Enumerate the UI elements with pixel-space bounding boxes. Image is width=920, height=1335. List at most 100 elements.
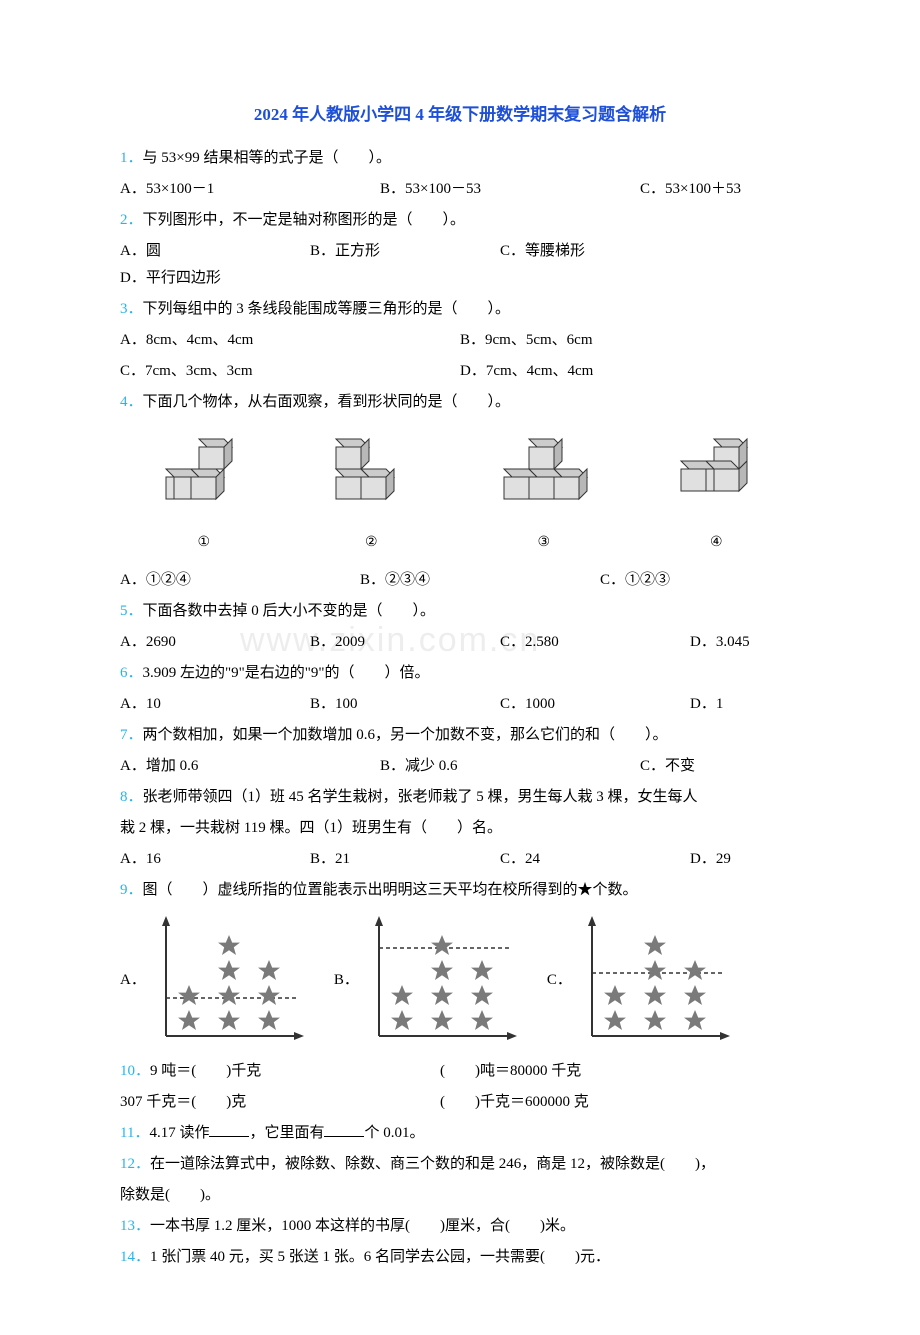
cube-icon	[321, 434, 421, 514]
opt-c: C．不变	[640, 753, 695, 780]
opt-b: B．21	[310, 846, 460, 873]
opt-label: C．	[547, 967, 572, 994]
q1-options: A．53×100－1 B．53×100－53 C．53×100＋53	[120, 176, 800, 203]
opt-a: A．增加 0.6	[120, 753, 340, 780]
q10-p1a: 9 吨＝( )千克	[150, 1058, 440, 1085]
cube-1: ①	[154, 434, 254, 555]
qtext: 下列图形中，不一定是轴对称图形的是（ ）。	[143, 212, 466, 228]
question-13: 13．一本书厚 1.2 厘米，1000 本这样的书厚( )厘米，合( )米。	[120, 1213, 800, 1240]
question-6: 6．3.909 左边的"9"是右边的"9"的（ ）倍。	[120, 660, 800, 687]
opt-label: B．	[334, 967, 359, 994]
opt-d: D．3.045	[690, 629, 750, 656]
opt-a: A．10	[120, 691, 270, 718]
cube-figures: ① ②	[120, 434, 800, 555]
qnum: 11．	[120, 1125, 149, 1141]
opt-b: B．2009	[310, 629, 460, 656]
opt-a: A．①②④	[120, 567, 320, 594]
opt-d: D．平行四边形	[120, 265, 221, 292]
qtext: 3.909 左边的"9"是右边的"9"的（ ）倍。	[143, 665, 430, 681]
cube-icon	[666, 434, 766, 514]
q10-p2a: 307 千克＝( )克	[120, 1089, 440, 1116]
qnum: 4．	[120, 394, 143, 410]
question-10: 10．9 吨＝( )千克( )吨＝80000 千克	[120, 1058, 800, 1085]
opt-b: B．9cm、5cm、6cm	[460, 327, 800, 354]
star-chart-icon	[154, 916, 304, 1046]
qnum: 12．	[120, 1156, 150, 1172]
opt-d: D．29	[690, 846, 731, 873]
qtext: 张老师带领四（1）班 45 名学生栽树，张老师栽了 5 棵，男生每人栽 3 棵，…	[143, 789, 698, 805]
opt-b: B．②③④	[360, 567, 560, 594]
cube-4: ④	[666, 434, 766, 555]
question-11: 11．4.17 读作，它里面有个 0.01。	[120, 1120, 800, 1147]
qnum: 7．	[120, 727, 143, 743]
cube-label: ①	[154, 530, 254, 555]
question-4: 4．下面几个物体，从右面观察，看到形状同的是（ ）。	[120, 389, 800, 416]
question-1: 1．与 53×99 结果相等的式子是（ ）。	[120, 145, 800, 172]
qtext: 下列每组中的 3 条线段能围成等腰三角形的是（ ）。	[143, 301, 511, 317]
opt-c: C．1000	[500, 691, 650, 718]
q7-options: A．增加 0.6 B．减少 0.6 C．不变	[120, 753, 800, 780]
qtext: 下面几个物体，从右面观察，看到形状同的是（ ）。	[143, 394, 511, 410]
opt-d: D．1	[690, 691, 723, 718]
cube-2: ②	[321, 434, 421, 555]
question-9: 9．图（ ）虚线所指的位置能表示出明明这三天平均在校所得到的★个数。	[120, 877, 800, 904]
star-opt-c: C．	[547, 916, 730, 1046]
qnum: 5．	[120, 603, 143, 619]
opt-label: A．	[120, 967, 146, 994]
qnum: 14．	[120, 1249, 150, 1265]
opt-b: B．正方形	[310, 238, 460, 265]
q10-p1b: ( )吨＝80000 千克	[440, 1063, 581, 1079]
q3-options-2: C．7cm、3cm、3cm D．7cm、4cm、4cm	[120, 358, 800, 385]
q4-options: A．①②④ B．②③④ C．①②③	[120, 567, 800, 594]
page-title: 2024 年人教版小学四 4 年级下册数学期末复习题含解析	[120, 100, 800, 131]
qnum: 9．	[120, 882, 143, 898]
opt-c: C．①②③	[600, 567, 670, 594]
q5-options: A．2690 B．2009 C．2.580 D．3.045	[120, 629, 800, 656]
question-10-line2: 307 千克＝( )克( )千克＝600000 克	[120, 1089, 800, 1116]
cube-label: ③	[489, 530, 599, 555]
qtext: 4.17 读作，它里面有个 0.01。	[149, 1125, 424, 1141]
star-opt-a: A．	[120, 916, 304, 1046]
opt-c: C．24	[500, 846, 650, 873]
q6-options: A．10 B．100 C．1000 D．1	[120, 691, 800, 718]
q8-options: A．16 B．21 C．24 D．29	[120, 846, 800, 873]
q10-p2b: ( )千克＝600000 克	[440, 1094, 589, 1110]
question-7: 7．两个数相加，如果一个加数增加 0.6，另一个加数不变，那么它们的和（ ）。	[120, 722, 800, 749]
qnum: 10．	[120, 1063, 150, 1079]
question-8: 8．张老师带领四（1）班 45 名学生栽树，张老师栽了 5 棵，男生每人栽 3 …	[120, 784, 800, 811]
question-2: 2．下列图形中，不一定是轴对称图形的是（ ）。	[120, 207, 800, 234]
opt-a: A．53×100－1	[120, 176, 340, 203]
opt-a: A．16	[120, 846, 270, 873]
opt-b: B．减少 0.6	[380, 753, 600, 780]
opt-c: C．53×100＋53	[640, 176, 741, 203]
opt-b: B．100	[310, 691, 460, 718]
q2-options: A．圆 B．正方形 C．等腰梯形 D．平行四边形	[120, 238, 800, 292]
star-opt-b: B．	[334, 916, 517, 1046]
qtext: 图（ ）虚线所指的位置能表示出明明这三天平均在校所得到的★个数。	[143, 882, 638, 898]
qtext: 在一道除法算式中，被除数、除数、商三个数的和是 246，商是 12，被除数是( …	[150, 1156, 715, 1172]
qnum: 1．	[120, 150, 143, 166]
star-chart-icon	[580, 916, 730, 1046]
opt-c: C．等腰梯形	[500, 238, 650, 265]
star-charts: A． B．	[120, 916, 800, 1046]
opt-d: D．7cm、4cm、4cm	[460, 358, 800, 385]
qtext: 两个数相加，如果一个加数增加 0.6，另一个加数不变，那么它们的和（ ）。	[143, 727, 668, 743]
qtext: 下面各数中去掉 0 后大小不变的是（ ）。	[143, 603, 436, 619]
qnum: 6．	[120, 665, 143, 681]
question-12-line2: 除数是( )。	[120, 1182, 800, 1209]
q3-options: A．8cm、4cm、4cm B．9cm、5cm、6cm	[120, 327, 800, 354]
qtext: 一本书厚 1.2 厘米，1000 本这样的书厚( )厘米，合( )米。	[150, 1218, 575, 1234]
opt-b: B．53×100－53	[380, 176, 600, 203]
qnum: 8．	[120, 789, 143, 805]
qnum: 3．	[120, 301, 143, 317]
cube-3: ③	[489, 434, 599, 555]
opt-c: C．2.580	[500, 629, 650, 656]
question-3: 3．下列每组中的 3 条线段能围成等腰三角形的是（ ）。	[120, 296, 800, 323]
qtext: 1 张门票 40 元，买 5 张送 1 张。6 名同学去公园，一共需要( )元．	[150, 1249, 610, 1265]
cube-label: ④	[666, 530, 766, 555]
question-5: 5．下面各数中去掉 0 后大小不变的是（ ）。	[120, 598, 800, 625]
cube-icon	[489, 434, 599, 514]
question-8-line2: 栽 2 棵，一共栽树 119 棵。四（1）班男生有（ ）名。	[120, 815, 800, 842]
opt-a: A．2690	[120, 629, 270, 656]
cube-icon	[154, 434, 254, 514]
